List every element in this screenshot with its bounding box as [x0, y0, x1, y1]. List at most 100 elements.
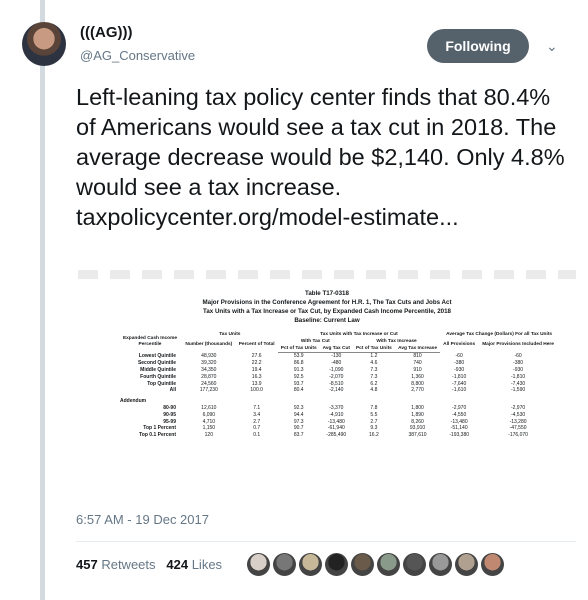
col-number: Number (thousands)	[185, 342, 233, 348]
table-row: Middle Quintile 34,350 19.4 91.3 -1,090 7.3 91…	[118, 367, 558, 374]
table-cell: -13,480	[450, 418, 468, 425]
table-cell: 80.4	[293, 387, 304, 394]
table-cell: -1,590	[510, 387, 526, 394]
retweet-label[interactable]: Retweets	[101, 557, 156, 572]
table-title: Major Provisions in the Conference Agree…	[202, 299, 452, 306]
table-cell: 91.3	[293, 366, 304, 373]
row-label: Fourth Quintile	[140, 373, 176, 380]
stats: 457 Retweets 424 Likes	[76, 557, 222, 572]
like-label[interactable]: Likes	[191, 557, 223, 572]
table-cell: 93,910	[409, 425, 426, 432]
table-cell: -13,480	[327, 418, 345, 425]
tweet-image[interactable]: Table T17-0318 Major Provisions in the C…	[78, 270, 576, 502]
tweet-body: Left-leaning tax policy center finds tha…	[76, 84, 565, 200]
table-cell: 910	[413, 366, 422, 373]
table-cell: 6.2	[370, 380, 378, 387]
table-cell: -13,280	[509, 418, 527, 425]
addendum-label: Addendum	[120, 398, 147, 405]
liker-avatar[interactable]	[325, 553, 348, 576]
liker-avatar[interactable]	[429, 553, 452, 576]
table-cell: 740	[413, 360, 422, 367]
table-number: Table T17-0318	[305, 290, 349, 297]
col-expanded: Expanded Cash Income Percentile	[122, 335, 178, 348]
display-name[interactable]: (((AG)))	[80, 24, 133, 41]
table-cell: -60	[455, 353, 463, 360]
table-cell: -380	[454, 360, 465, 367]
table-cell: 8,800	[411, 380, 424, 387]
col-major: Major Provisions Included Here	[482, 342, 554, 348]
tweet-link[interactable]: taxpolicycenter.org/model-estimate...	[76, 204, 459, 230]
row-label: Middle Quintile	[140, 366, 176, 373]
liker-avatar[interactable]	[377, 553, 400, 576]
table-cell: 1,360	[411, 373, 424, 380]
table-cell: -1,810	[452, 373, 467, 380]
col-avg-cut: Avg Tax Cut	[319, 345, 353, 354]
table-subtitle: Tax Units with a Tax Increase or Tax Cut…	[203, 308, 451, 315]
table-cell: 39,320	[201, 360, 217, 367]
timestamp[interactable]: 6:57 AM - 19 Dec 2017	[76, 512, 209, 527]
table-cell: -930	[454, 366, 465, 373]
table-cell: -1,610	[452, 387, 467, 394]
table-cell: 83.7	[293, 432, 304, 439]
table-cell: -60	[514, 353, 522, 360]
avatar[interactable]	[22, 22, 66, 66]
table-cell: -1,810	[510, 373, 526, 380]
table-cell: 4.8	[370, 387, 378, 394]
handle[interactable]: @AG_Conservative	[80, 48, 196, 63]
table-cell: 2.7	[370, 418, 378, 425]
table-row: Lowest Quintile 48,930 27.6 53.9 -130 1.2 810 -…	[118, 353, 558, 360]
table-cell: 7.8	[370, 404, 378, 411]
row-label: Top 0.1 Percent	[139, 432, 176, 439]
table-cell: -2,140	[329, 387, 344, 394]
table-cell: 2,770	[411, 387, 424, 394]
table-cell: -1,090	[329, 366, 344, 373]
table-cell: -176,070	[508, 432, 528, 439]
table-row: All 177,230 100.0 80.4 -2,140 4.8 2,770 -1,610 -…	[118, 387, 558, 394]
table-cell: 7.3	[370, 373, 378, 380]
row-label: Top 1 Percent	[143, 425, 176, 432]
table-cell: 5.5	[370, 411, 378, 418]
like-count[interactable]: 424	[166, 557, 189, 572]
table-cell: 9.3	[370, 425, 378, 432]
following-button[interactable]: Following	[427, 29, 529, 63]
table-cell: 27.6	[251, 353, 262, 360]
table-cell: 28,870	[201, 373, 217, 380]
table-cell: 53.9	[293, 353, 304, 360]
table-cell: -380	[513, 360, 524, 367]
retweet-count[interactable]: 457	[76, 557, 98, 572]
table-cell: -193,380	[449, 432, 470, 439]
row-label: Lowest Quintile	[138, 353, 176, 360]
table-cell: 24,560	[201, 380, 217, 387]
table-cell: -130	[331, 353, 342, 360]
table-cell: -8,510	[329, 380, 344, 387]
col-pct-units-inc: Pct of Tax Units	[352, 345, 395, 354]
liker-avatar[interactable]	[299, 553, 322, 576]
liker-avatar[interactable]	[247, 553, 270, 576]
col-taxunits: Tax Units	[219, 332, 241, 337]
liker-avatar[interactable]	[273, 553, 296, 576]
row-label: 90-95	[163, 411, 176, 418]
liker-avatar[interactable]	[351, 553, 374, 576]
table-cell: 1,150	[202, 425, 216, 432]
chevron-down-icon[interactable]: ⌄	[546, 38, 558, 54]
table-row: Fourth Quintile 28,870 16.3 92.5 -2,070 7.3 1,…	[118, 374, 558, 381]
table-cell: 387,610	[408, 432, 427, 439]
table-cell: 4,710	[202, 418, 216, 425]
col-pct-total: Percent of Total	[238, 342, 275, 348]
addendum-row: 95-99 4,710 2.7 97.3 -13,480 2.7 8,260 -13,480 -…	[118, 419, 558, 426]
row-label: Top Quintile	[147, 380, 176, 387]
divider	[76, 541, 576, 542]
table-cell: 177,230	[199, 387, 218, 394]
addendum-row: Top 1 Percent 1,150 0.7 90.7 -61,940 9.3 93,91…	[118, 425, 558, 432]
table-cell: 13.9	[251, 380, 262, 387]
col-all: All Provisions	[443, 342, 476, 348]
table-cell: 0.7	[253, 425, 261, 432]
liker-avatar[interactable]	[481, 553, 504, 576]
liker-avatar[interactable]	[455, 553, 478, 576]
table-cell: -3,370	[329, 404, 344, 411]
table-cell: 16.3	[251, 373, 262, 380]
data-table: Expanded Cash Income Percentile Tax Unit…	[118, 332, 558, 439]
table-cell: 92.3	[293, 404, 304, 411]
liker-avatar[interactable]	[403, 553, 426, 576]
table-cell: 120	[204, 432, 213, 439]
